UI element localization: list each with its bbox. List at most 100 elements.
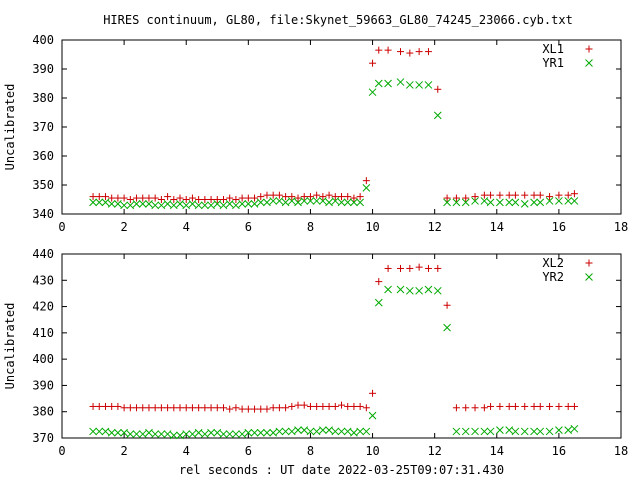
data-point: [415, 263, 423, 271]
data-point: [219, 404, 227, 412]
data-point: [120, 201, 128, 210]
data-point: [250, 199, 259, 208]
data-point: [368, 88, 377, 97]
data-point: [433, 286, 442, 295]
data-point: [546, 193, 554, 201]
data-point: [331, 197, 340, 205]
data-point: [170, 404, 178, 412]
data-point: [108, 402, 116, 410]
data-point: [251, 405, 259, 413]
data-point: [570, 402, 578, 410]
data-point: [101, 427, 110, 436]
data-point: [486, 427, 495, 436]
data-point: [564, 191, 572, 199]
data-point: [263, 191, 271, 199]
data-point: [294, 194, 302, 202]
data-point: [337, 198, 346, 207]
data-point: [343, 198, 352, 207]
data-point: [257, 193, 265, 201]
data-point: [496, 191, 504, 199]
data-point: [452, 404, 460, 412]
data-point: [424, 285, 433, 294]
data-point: [471, 193, 479, 201]
data-point: [288, 402, 296, 410]
data-point: [313, 402, 321, 410]
data-point: [384, 79, 392, 88]
x-tick-label: 12: [427, 220, 441, 234]
y-tick-label: 440: [32, 247, 54, 261]
data-point: [287, 427, 296, 436]
data-point: [471, 404, 479, 412]
data-point: [344, 402, 352, 410]
chart-title: HIRES continuum, GL80, file:Skynet_59663…: [103, 13, 573, 27]
data-point: [406, 264, 414, 272]
data-point: [232, 404, 240, 412]
data-point: [496, 402, 504, 410]
data-point: [350, 402, 358, 410]
data-point: [244, 194, 252, 202]
data-point: [300, 193, 308, 201]
data-point: [443, 323, 451, 332]
data-point: [281, 198, 290, 207]
x-tick-label: 6: [245, 220, 252, 234]
data-point: [443, 198, 451, 207]
data-point: [263, 428, 271, 437]
x-tick-label: 14: [490, 444, 504, 458]
y-tick-label: 430: [32, 273, 54, 287]
data-point: [207, 428, 215, 437]
data-point: [194, 428, 203, 437]
data-point: [505, 198, 514, 207]
data-point: [545, 197, 554, 205]
data-point: [269, 404, 277, 412]
data-point: [101, 198, 110, 207]
data-point: [244, 405, 252, 413]
data-point: [536, 402, 544, 410]
data-point: [207, 201, 215, 210]
data-point: [325, 402, 333, 410]
data-point: [496, 198, 504, 207]
data-point: [369, 59, 377, 67]
data-point: [176, 199, 184, 208]
data-point: [238, 199, 246, 208]
data-point: [163, 199, 172, 208]
data-point: [530, 427, 538, 436]
x-tick-label: 14: [490, 220, 504, 234]
data-point: [114, 199, 122, 208]
data-point: [169, 431, 178, 440]
data-point: [343, 427, 352, 436]
data-point: [338, 193, 345, 201]
data-point: [505, 426, 514, 434]
x-tick-label: 0: [58, 220, 65, 234]
data-point: [269, 197, 278, 205]
x-tick-label: 6: [245, 444, 252, 458]
data-point: [369, 389, 377, 397]
data-point: [132, 430, 141, 438]
data-point: [256, 198, 265, 207]
x-tick-label: 2: [120, 220, 127, 234]
data-point: [201, 404, 209, 412]
y-tick-label: 370: [32, 431, 54, 445]
data-point: [555, 197, 563, 205]
data-point: [188, 404, 196, 412]
data-point: [213, 404, 221, 412]
data-point: [188, 194, 196, 202]
data-point: [564, 426, 573, 434]
data-point: [570, 197, 579, 205]
data-point: [487, 191, 495, 199]
data-point: [319, 193, 327, 201]
data-point: [132, 199, 141, 208]
data-point: [480, 404, 488, 412]
data-point: [170, 196, 178, 203]
data-point: [362, 404, 370, 412]
data-point: [288, 193, 296, 201]
top-panel: 0 2 4 6 8 10 12 14 16 18 340 350 360 370 380 390 400 Unca…: [3, 33, 628, 234]
data-point: [397, 48, 405, 56]
data-point: [325, 191, 333, 199]
data-point: [281, 427, 290, 436]
data-point: [126, 196, 134, 203]
data-point: [182, 404, 190, 412]
data-point: [306, 193, 314, 201]
data-point: [530, 198, 538, 207]
x-tick-label: 10: [365, 220, 379, 234]
data-point: [486, 198, 495, 207]
